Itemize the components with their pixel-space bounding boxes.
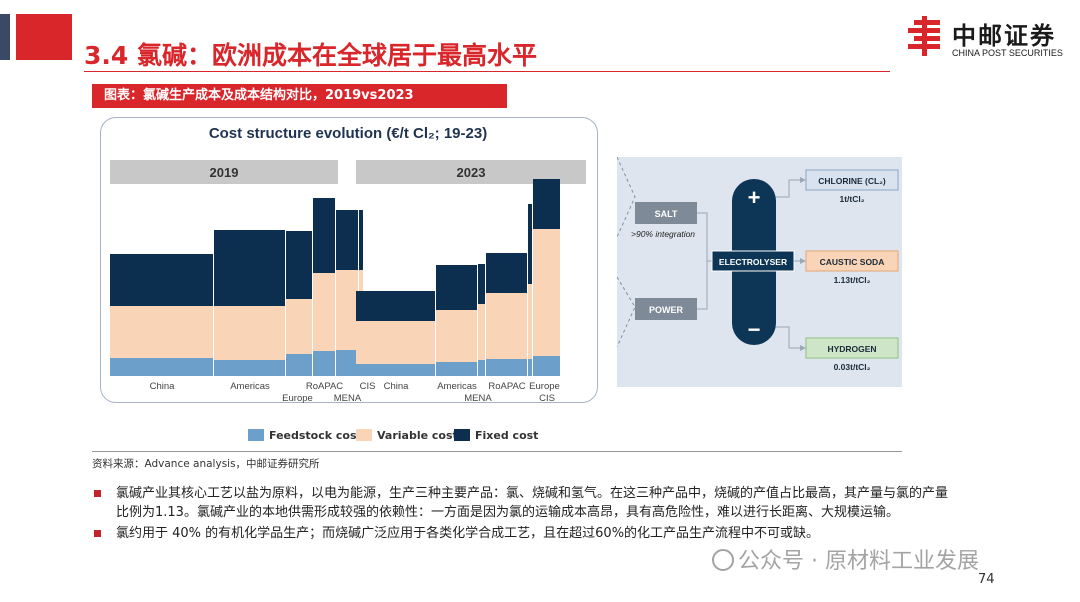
bullet-marker-icon: [94, 490, 101, 497]
hydrogen-box: [805, 337, 899, 359]
salt-note: >90% integration: [631, 229, 695, 239]
header-decoration-dark: [0, 14, 10, 60]
figure-label: 图表：氯碱生产成本及成本结构对比，2019vs2023: [92, 84, 507, 108]
bullet-marker-icon: [94, 530, 101, 537]
anode-plus: +: [748, 185, 761, 210]
salt-label: SALT: [655, 209, 678, 219]
hydrogen-ratio: 0.03t/tCl₂: [834, 362, 871, 372]
salt-box: [635, 202, 697, 224]
legend-item: Feedstock cost: [248, 428, 362, 444]
hydrogen-label: HYDROGEN: [827, 344, 876, 354]
header-decoration-red: [16, 14, 72, 60]
watermark: 公众号 · 原材料工业发展: [712, 543, 979, 575]
caustic-soda-box: [805, 250, 899, 272]
company-logo: 中邮证券 CHINA POST SECURITIES: [904, 14, 1074, 64]
cathode-minus: −: [748, 317, 761, 342]
source-divider: [92, 451, 902, 452]
wechat-icon: [712, 549, 734, 571]
legend-item: Variable cost: [356, 428, 458, 444]
logo-text-cn: 中邮证券: [952, 22, 1056, 50]
bullet-item: 氯碱产业其核心工艺以盐为原料，以电为能源，生产三种主要产品：氯、烧碱和氢气。在这…: [92, 484, 952, 522]
legend-swatch: [356, 429, 372, 441]
china-post-logo-icon: [908, 16, 940, 56]
electrolyser-label: ELECTROLYSER: [719, 257, 787, 267]
chlorine-box: [805, 169, 899, 191]
chlorine-label: CHLORINE (CL₂): [818, 176, 886, 186]
power-box: [635, 298, 697, 320]
title-underline: [84, 71, 890, 72]
legend-item: Fixed cost: [454, 428, 538, 444]
slide-title: 3.4 氯碱：欧洲成本在全球居于最高水平: [84, 41, 537, 70]
bullet-list: 氯碱产业其核心工艺以盐为原料，以电为能源，生产三种主要产品：氯、烧碱和氢气。在这…: [92, 484, 952, 545]
caustic-soda-label: CAUSTIC SODA: [820, 257, 885, 267]
legend-label: Variable cost: [377, 429, 458, 442]
legend-swatch: [248, 429, 264, 441]
bullet-text: 氯碱产业其核心工艺以盐为原料，以电为能源，生产三种主要产品：氯、烧碱和氢气。在这…: [116, 486, 949, 520]
caustic-soda-ratio: 1.13t/tCl₂: [834, 275, 871, 285]
legend-label: Fixed cost: [475, 429, 539, 442]
page-number: 74: [978, 572, 995, 587]
chart-frame: [100, 117, 598, 403]
watermark-text: 公众号 · 原材料工业发展: [738, 549, 979, 574]
legend-label: Feedstock cost: [269, 429, 362, 442]
logo-text-en: CHINA POST SECURITIES: [952, 48, 1063, 58]
legend-swatch: [454, 429, 470, 441]
source-note: 资料来源：Advance analysis，中邮证券研究所: [92, 458, 320, 470]
chlor-alkali-process-diagram: SALT >90% integration POWER + − ELECTROL…: [617, 157, 902, 387]
process-diagram-svg: SALT >90% integration POWER + − ELECTROL…: [617, 157, 899, 372]
bullet-item: 氯约用于 40% 的有机化学品生产；而烧碱广泛应用于各类化学合成工艺，且在超过6…: [92, 524, 952, 543]
bullet-text: 氯约用于 40% 的有机化学品生产；而烧碱广泛应用于各类化学合成工艺，且在超过6…: [116, 526, 820, 541]
power-label: POWER: [649, 305, 684, 315]
chlorine-ratio: 1t/tCl₂: [839, 194, 864, 204]
